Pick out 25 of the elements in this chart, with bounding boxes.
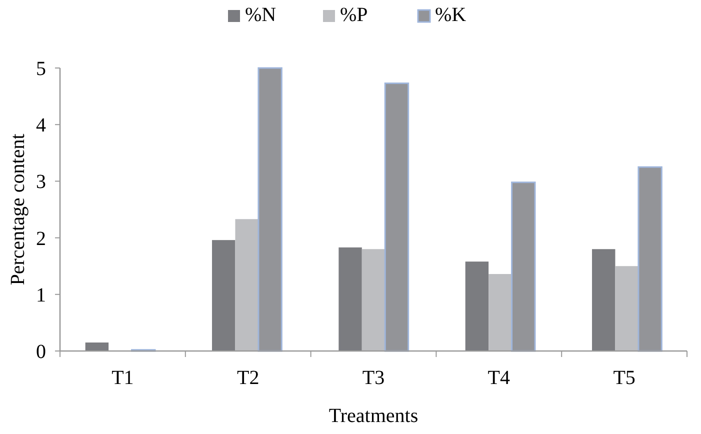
legend-label: %K — [435, 4, 467, 26]
bar — [212, 240, 236, 351]
bar — [338, 247, 362, 351]
y-axis-title: Percentage content — [7, 133, 29, 286]
x-tick-label: T4 — [488, 367, 510, 389]
x-tick-label: T5 — [613, 367, 636, 389]
x-tick-label: T3 — [362, 367, 385, 389]
y-tick-label: 4 — [36, 114, 46, 137]
bar — [465, 262, 489, 351]
y-tick-label: 1 — [36, 284, 46, 306]
bar — [362, 249, 386, 351]
x-axis-title: Treatments — [328, 405, 418, 427]
bar — [615, 266, 638, 351]
y-tick-label: 0 — [36, 341, 46, 363]
legend-label: %N — [245, 4, 276, 26]
x-tick-label: T1 — [112, 367, 134, 389]
bar — [488, 274, 512, 351]
bar — [592, 249, 616, 351]
bar — [235, 219, 258, 351]
bar — [85, 342, 109, 351]
x-tick-label: T2 — [236, 367, 260, 389]
y-tick-label: 5 — [36, 58, 46, 80]
legend-label: %P — [340, 4, 368, 26]
y-tick-label: 3 — [36, 171, 46, 194]
y-tick-label: 2 — [36, 228, 46, 250]
